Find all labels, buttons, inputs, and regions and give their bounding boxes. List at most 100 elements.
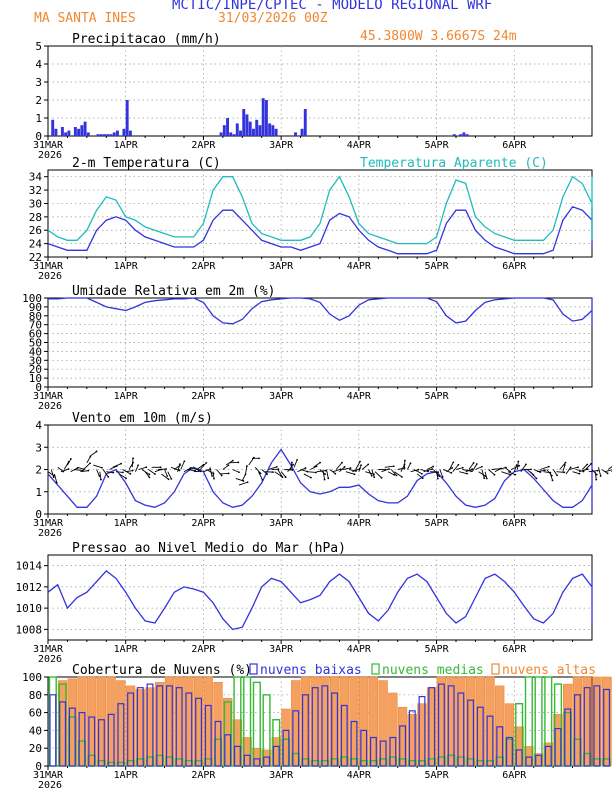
wind-arrow-head [334,472,337,475]
cloud-bar-low [59,701,67,767]
y-tick-label: 34 [29,171,43,184]
cloud-bar-low [593,685,601,767]
wind-arrow-head [461,466,464,469]
wind-arrow [77,466,84,470]
cloud-bar-low [340,704,348,767]
wind-arrow-head [543,469,546,472]
y-tick-label: 60 [29,328,42,341]
cloud-bar-low [49,694,57,767]
cloud-bar-low [428,687,436,767]
x-tick-label: 2APR [191,140,216,151]
wind-arrow [326,469,329,479]
y-tick-label: 30 [29,354,42,367]
precip-bar [51,119,55,136]
wind-arrow-head [599,475,602,477]
wind-arrow [106,471,114,474]
wind-arrow [397,467,405,470]
wind-arrow-head [129,472,132,475]
wind-arrow [268,466,277,470]
wind-arrow [423,468,433,473]
wind-arrow-head [409,462,412,465]
wind-arrow-head [189,467,192,470]
wind-arrow [307,471,317,473]
wind-arrow-head [145,466,148,469]
y-tick-label: 1010 [16,602,43,615]
wind-arrow-head [432,465,435,468]
wind-arrow [400,464,405,472]
wind-arrow-head [595,473,598,476]
x-tick-label: 5APR [425,644,450,655]
wind-arrow-head [590,462,593,465]
wind-arrow [413,469,423,475]
wind-arrow [578,468,588,473]
y-tick-label: 100 [22,671,42,684]
wind-arrow [135,465,139,472]
wind-arrow-head [556,474,558,477]
wind-arrow [287,464,294,473]
wind-arrow [67,458,72,466]
wind-arrow [540,466,549,470]
wind-arrow [290,462,293,470]
y-tick-label: 24 [29,238,43,251]
x-tick-label: 1APR [114,518,139,529]
wind-arrow-head [403,459,406,462]
precip-bar [300,128,304,136]
y-tick-label: 3 [35,441,42,454]
wind-arrow [112,463,122,468]
y-tick-label: 1012 [16,581,43,594]
wind-arrow-head [586,463,589,466]
wind-arrow [335,462,343,470]
x-tick-label: 2APR [191,770,216,781]
precip-bar [294,132,298,136]
wind-arrow-head [472,462,475,464]
legend-entry: nuvens medias [382,663,484,678]
legend-entry: nuvens baixas [260,663,362,678]
cloud-bar-low [243,754,251,767]
wind-arrow [177,463,181,472]
x-tick-label: 3APR [269,518,294,529]
x-axis-year: 2026 [38,654,62,665]
wind-arrow [439,469,444,478]
wind-arrow [488,469,495,476]
wind-arrow [549,471,553,481]
cloud-bar-low [418,695,426,767]
wind-arrow [241,474,246,481]
cloud-bar-low [301,694,309,767]
x-tick-label: 4APR [347,770,372,781]
cloud-bar-low [603,688,611,767]
precip-bar [459,134,463,136]
cloud-bar-low [97,719,105,767]
x-tick-label: 5APR [425,770,450,781]
wind-arrow [144,471,150,478]
wind-arrow-head [259,472,262,475]
wind-arrow-head [475,463,478,465]
wind-arrow-head [89,462,91,465]
wind-arrow [161,473,169,480]
x-tick-label: 2APR [191,391,216,402]
precip-bar [242,109,246,136]
wind-arrow-head [370,474,373,477]
wind-arrow-head [606,472,609,475]
y-tick-label: 10 [29,372,42,385]
cloud-bar-low [505,736,513,767]
cloud-bar-low [331,692,339,767]
precip-bar [252,128,255,136]
wind-arrow [109,465,117,470]
wind-arrow [471,463,478,472]
series-line-temperatura-aparente [47,175,593,245]
wind-arrow [164,469,168,477]
legend-entry: nuvens altas [502,663,596,678]
precip-bar [54,128,58,136]
precip-bar [452,134,456,136]
x-tick-label: 5APR [425,140,450,151]
precip-bar [274,128,278,136]
wind-arrow-head [261,478,264,481]
x-tick-label: 5APR [425,261,450,272]
wind-arrow [497,467,506,470]
wind-arrow-head [122,471,124,474]
cloud-bar-low [195,697,203,767]
x-tick-label: 5APR [425,518,450,529]
coords-label: 45.3800W 3.6667S 24m [360,29,517,44]
wind-arrow [530,471,537,479]
